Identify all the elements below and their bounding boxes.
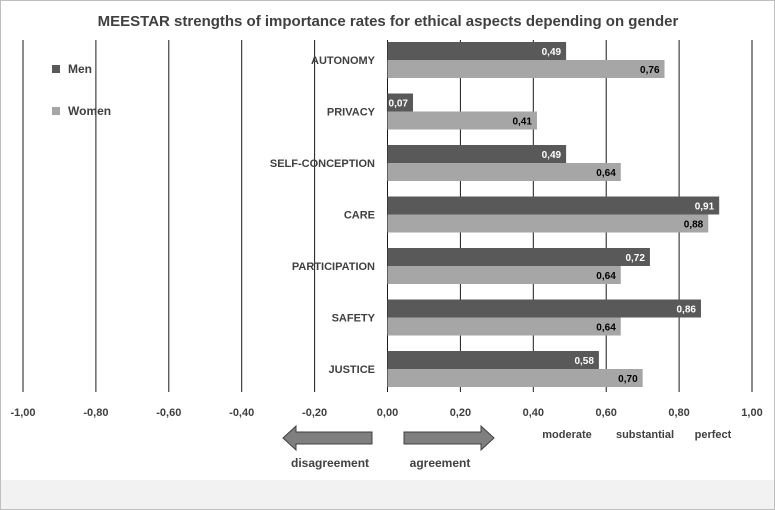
x-tick-label: 0,40 [523, 407, 544, 419]
legend: Men Women [52, 62, 111, 118]
data-label: 0,70 [618, 374, 638, 385]
left-arrow-icon [282, 424, 373, 452]
x-tick-label: -0,80 [83, 407, 108, 419]
x-tick-label: 0,60 [595, 407, 616, 419]
data-label: 0,91 [695, 202, 715, 213]
bar-women [387, 111, 537, 130]
x-tick-label: 0,20 [450, 407, 471, 419]
agreement-level-label: moderate [542, 429, 592, 441]
data-label: 0,07 [389, 99, 409, 110]
category-label: JUSTICE [329, 364, 375, 376]
category-label: SAFETY [332, 313, 376, 325]
bar-women [387, 214, 709, 233]
bar-men [387, 42, 567, 60]
category-label: PARTICIPATION [292, 261, 375, 273]
data-label: 0,41 [512, 117, 532, 128]
agreement-level-label: substantial [616, 429, 674, 441]
data-label: 0,88 [684, 220, 704, 231]
category-label: CARE [344, 210, 375, 222]
bar-men [387, 145, 567, 163]
footer-band [1, 480, 774, 509]
bar-women [387, 266, 621, 284]
data-label: 0,58 [574, 356, 594, 367]
x-tick-label: 0,00 [377, 407, 398, 419]
right-arrow-icon [403, 424, 495, 452]
bar-women [387, 163, 621, 181]
data-label: 0,76 [640, 65, 660, 76]
x-tick-label: -0,40 [229, 407, 254, 419]
category-label: PRIVACY [327, 107, 376, 119]
x-tick-label: 1,00 [741, 407, 762, 419]
data-label: 0,64 [596, 271, 616, 282]
disagreement-label: disagreement [291, 456, 369, 470]
bar-men [387, 196, 720, 215]
bar-men [387, 351, 599, 369]
x-tick-label: -0,20 [302, 407, 327, 419]
x-tick-labels: -1,00 -0,80 -0,60 -0,40 -0,20 0,00 0,20 0,40 0,6… [10, 407, 762, 419]
data-label: 0,64 [596, 168, 616, 179]
category-label: SELF-CONCEPTION [270, 158, 375, 170]
bar-men [387, 93, 414, 112]
bar-men [387, 299, 701, 318]
x-tick-label: 0,80 [668, 407, 689, 419]
category-labels: AUTONOMY PRIVACY SELF-CONCEPTION CARE PARTIC… [270, 55, 376, 376]
data-label: 0,49 [542, 150, 562, 161]
legend-swatch [52, 65, 60, 73]
data-label: 0,86 [677, 305, 697, 316]
agreement-levels: moderate substantial perfect [542, 429, 731, 441]
bar-women [387, 317, 621, 336]
bar-women [387, 369, 643, 387]
legend-label: Women [68, 104, 111, 118]
bar-men [387, 248, 650, 266]
category-label: AUTONOMY [311, 55, 376, 67]
data-label: 0,49 [542, 47, 562, 58]
x-tick-label: -0,60 [156, 407, 181, 419]
data-label: 0,64 [596, 323, 616, 334]
direction-arrows: disagreement agreement [282, 424, 495, 470]
x-tick-label: -1,00 [10, 407, 35, 419]
agreement-label: agreement [410, 456, 471, 470]
bar-women [387, 60, 665, 78]
agreement-level-label: perfect [695, 429, 732, 441]
bars: 0,49 0,76 0,07 0,41 0,49 0,64 0,91 0,88 0,72 0,64… [387, 42, 720, 387]
legend-swatch [52, 107, 60, 115]
chart-title: MEESTAR strengths of importance rates fo… [98, 13, 679, 30]
data-label: 0,72 [625, 253, 645, 264]
legend-label: Men [68, 62, 92, 76]
